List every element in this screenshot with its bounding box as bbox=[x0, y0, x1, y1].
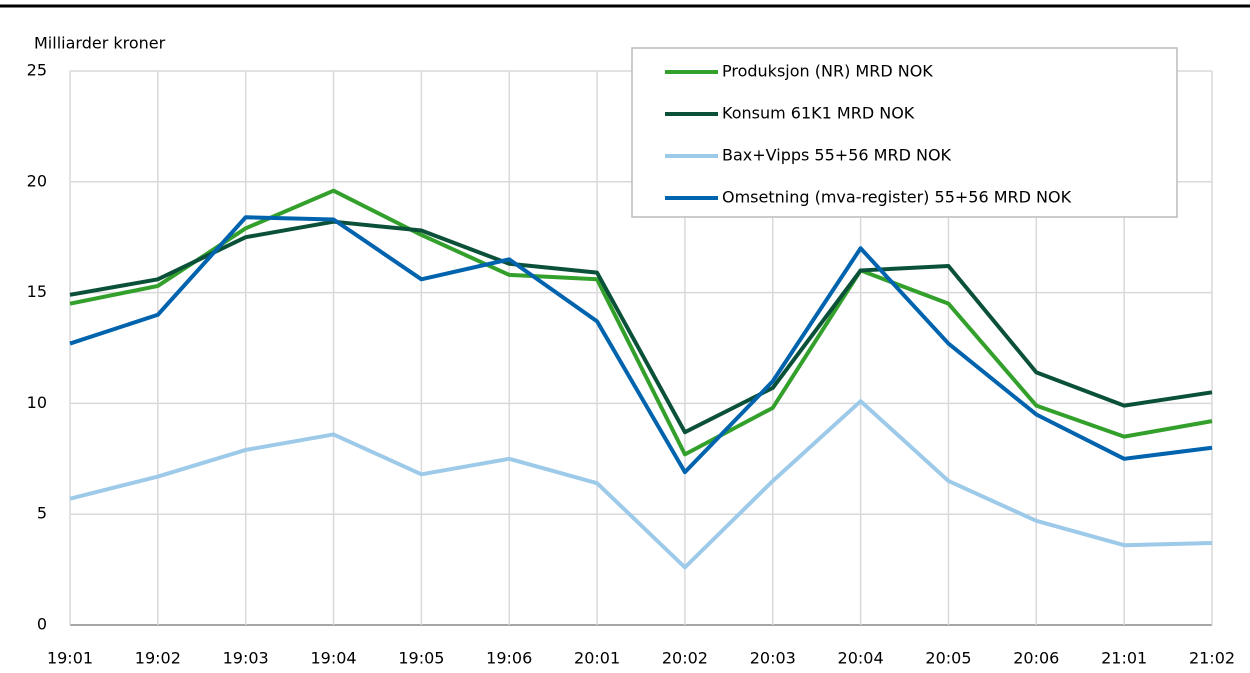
legend-label: Omsetning (mva-register) 55+56 MRD NOK bbox=[722, 188, 1072, 207]
x-tick-label: 19:04 bbox=[310, 649, 356, 668]
series-line bbox=[69, 399, 1213, 570]
x-tick-label: 19:03 bbox=[223, 649, 269, 668]
x-tick-label: 20:04 bbox=[838, 649, 884, 668]
x-tick-label: 19:01 bbox=[47, 649, 93, 668]
y-tick-label: 10 bbox=[27, 393, 47, 412]
x-tick-label: 20:02 bbox=[662, 649, 708, 668]
y-tick-label: 5 bbox=[37, 504, 47, 523]
y-tick-label: 0 bbox=[37, 615, 47, 634]
x-tick-label: 20:06 bbox=[1013, 649, 1059, 668]
x-tick-label: 21:02 bbox=[1189, 649, 1235, 668]
legend-label: Bax+Vipps 55+56 MRD NOK bbox=[722, 146, 952, 165]
x-tick-label: 19:05 bbox=[398, 649, 444, 668]
series-line bbox=[69, 188, 1213, 457]
x-tick-label: 19:02 bbox=[135, 649, 181, 668]
legend-label: Konsum 61K1 MRD NOK bbox=[722, 104, 915, 123]
series-line bbox=[69, 215, 1213, 475]
legend-label: Produksjon (NR) MRD NOK bbox=[722, 62, 933, 81]
y-tick-label: 20 bbox=[27, 171, 47, 190]
x-tick-label: 21:01 bbox=[1101, 649, 1147, 668]
x-tick-label: 19:06 bbox=[486, 649, 532, 668]
legend-box bbox=[631, 47, 1178, 218]
series-line bbox=[69, 219, 1213, 435]
x-tick-label: 20:03 bbox=[750, 649, 796, 668]
y-tick-label: 15 bbox=[27, 282, 47, 301]
x-tick-label: 20:01 bbox=[574, 649, 620, 668]
y-tick-label: 25 bbox=[27, 61, 47, 80]
x-tick-label: 20:05 bbox=[925, 649, 971, 668]
y-axis-label: Milliarder kroner bbox=[34, 34, 166, 53]
